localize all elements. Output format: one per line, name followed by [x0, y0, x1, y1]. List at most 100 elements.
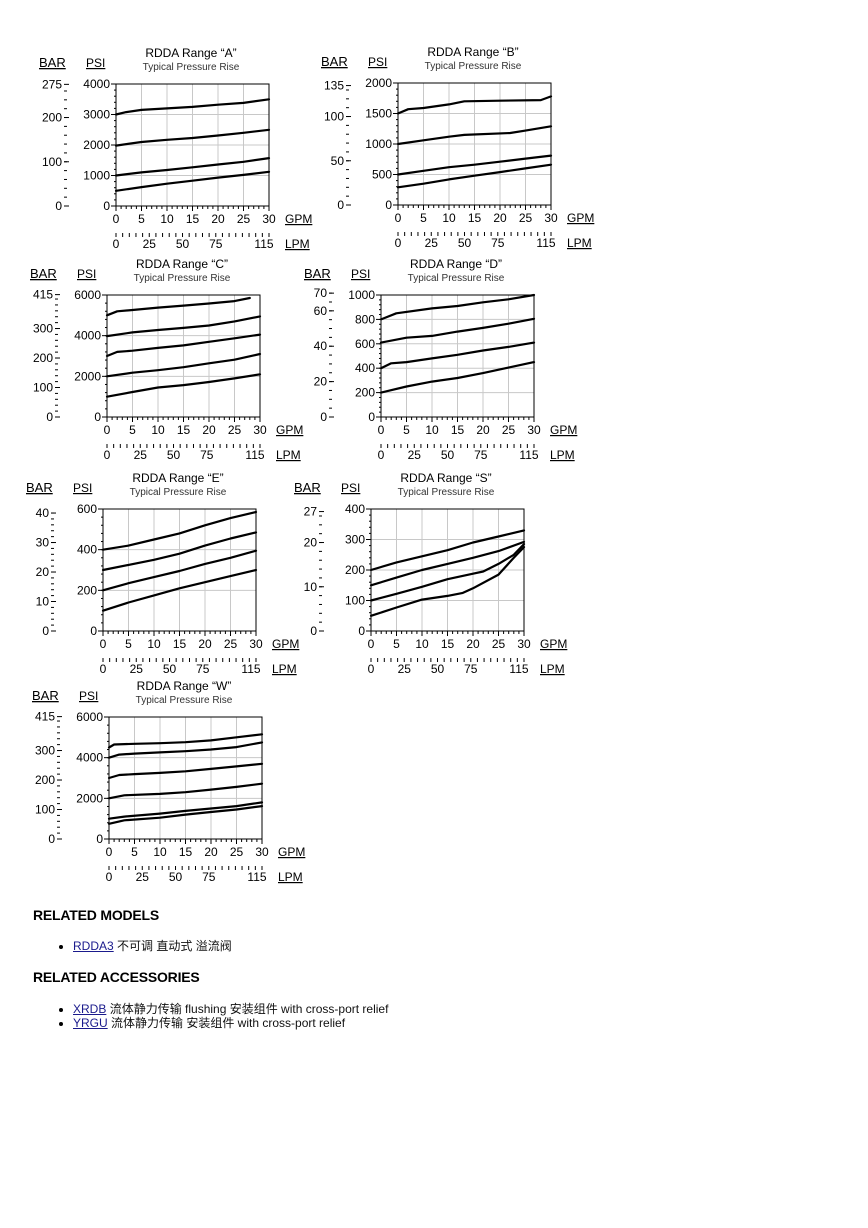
pressure-curve: [101, 531, 258, 572]
gpm-tick-label: 15: [186, 212, 200, 226]
pressure-curve: [369, 543, 526, 602]
gpm-tick-label: 25: [230, 845, 244, 859]
gpm-tick-label: 15: [468, 211, 482, 225]
gpm-axis-label: GPM: [540, 637, 567, 651]
bar-axis-label: BAR: [294, 480, 321, 495]
psi-tick-label: 0: [96, 832, 103, 846]
lpm-tick-label: 75: [196, 662, 210, 676]
gpm-tick-label: 20: [466, 637, 480, 651]
gpm-tick-label: 10: [415, 637, 429, 651]
lpm-axis-label: LPM: [567, 236, 592, 250]
psi-tick-label: 6000: [76, 710, 103, 724]
gpm-tick-label: 25: [228, 423, 242, 437]
lpm-tick-label: 50: [167, 448, 181, 462]
chart-range-e: RDDA Range “E” Typical Pressure Rise BAR PS…: [23, 469, 323, 684]
chart-subtitle: Typical Pressure Rise: [425, 61, 522, 72]
lpm-tick-label: 75: [202, 870, 216, 884]
lpm-tick-label: 75: [464, 662, 478, 676]
gpm-tick-label: 30: [249, 637, 263, 651]
pressure-curve: [107, 762, 264, 780]
psi-tick-label: 4000: [74, 329, 101, 343]
psi-tick-label: 300: [345, 533, 365, 547]
bar-tick-label: 100: [324, 110, 344, 124]
psi-tick-label: 400: [345, 502, 365, 516]
lpm-tick-label: 115: [509, 662, 528, 676]
lpm-tick-label: 0: [395, 236, 402, 250]
chart-title: RDDA Range “W”: [137, 679, 232, 693]
chart-title: RDDA Range “S”: [400, 471, 491, 485]
chart-subtitle: Typical Pressure Rise: [134, 273, 231, 284]
pressure-curve: [396, 154, 553, 176]
gpm-tick-label: 20: [211, 212, 225, 226]
bar-axis-label: BAR: [304, 266, 331, 281]
chart-range-w: RDDA Range “W” Typical Pressure Rise BAR PS…: [29, 677, 329, 892]
bar-tick-label: 300: [35, 744, 55, 758]
bar-tick-label: 415: [35, 710, 55, 724]
pressure-curve: [101, 510, 258, 551]
bar-tick-label: 20: [36, 565, 50, 579]
psi-tick-label: 0: [103, 199, 110, 213]
gpm-tick-label: 5: [138, 212, 145, 226]
bar-tick-label: 200: [42, 111, 62, 125]
bar-axis-label: BAR: [32, 688, 59, 703]
psi-tick-label: 2000: [76, 791, 103, 805]
lpm-tick-label: 115: [241, 662, 260, 676]
chart-svg: RDDA Range “D” Typical Pressure Rise BAR PS…: [304, 257, 577, 462]
pressure-curve: [114, 98, 271, 116]
bar-tick-label: 50: [331, 154, 345, 168]
bar-axis-label: BAR: [321, 54, 348, 69]
lpm-axis-label: LPM: [550, 448, 575, 462]
bar-tick-label: 415: [33, 288, 53, 302]
gpm-tick-label: 20: [493, 211, 507, 225]
lpm-axis-label: LPM: [278, 870, 303, 884]
gpm-tick-label: 5: [131, 845, 138, 859]
gpm-tick-label: 30: [517, 637, 531, 651]
chart-subtitle: Typical Pressure Rise: [398, 487, 495, 498]
gpm-tick-label: 0: [100, 637, 107, 651]
pressure-curve: [105, 315, 262, 338]
gpm-tick-label: 20: [198, 637, 212, 651]
list-item: XRDB 流体静力传输 flushing 安装组件 with cross-por…: [73, 1002, 388, 1016]
psi-axis-label: PSI: [341, 481, 360, 495]
item-description: 流体静力传输 安装组件 with cross-port relief: [111, 1016, 346, 1030]
psi-tick-label: 0: [90, 624, 97, 638]
bar-tick-label: 0: [46, 410, 53, 424]
psi-axis-label: PSI: [351, 267, 370, 281]
chart-title: RDDA Range “C”: [136, 257, 228, 271]
gpm-tick-label: 0: [368, 637, 375, 651]
bar-tick-label: 100: [42, 155, 62, 169]
lpm-tick-label: 0: [100, 662, 107, 676]
gpm-tick-label: 5: [129, 423, 136, 437]
psi-tick-label: 200: [77, 583, 97, 597]
related-model-link[interactable]: RDDA3: [73, 939, 114, 953]
gpm-tick-label: 10: [147, 637, 161, 651]
pressure-curve: [101, 568, 258, 612]
psi-tick-label: 800: [355, 312, 375, 326]
gpm-tick-label: 0: [104, 423, 111, 437]
lpm-axis-label: LPM: [272, 662, 297, 676]
gpm-tick-label: 30: [527, 423, 541, 437]
gpm-tick-label: 0: [113, 212, 120, 226]
chart-subtitle: Typical Pressure Rise: [143, 62, 240, 73]
bar-tick-label: 200: [33, 351, 53, 365]
accessory-link[interactable]: YRGU: [73, 1016, 108, 1030]
lpm-tick-label: 115: [247, 870, 266, 884]
pressure-curve: [396, 125, 553, 146]
gpm-tick-label: 15: [179, 845, 193, 859]
lpm-axis-label: LPM: [276, 448, 301, 462]
chart-subtitle: Typical Pressure Rise: [130, 487, 227, 498]
chart-range-d: RDDA Range “D” Typical Pressure Rise BAR PS…: [301, 255, 601, 470]
accessory-link[interactable]: XRDB: [73, 1002, 107, 1016]
bar-tick-label: 70: [314, 286, 328, 300]
gpm-tick-label: 0: [378, 423, 385, 437]
pressure-curve: [107, 805, 264, 825]
psi-tick-label: 4000: [83, 77, 110, 91]
bar-tick-label: 0: [310, 624, 317, 638]
bar-tick-label: 30: [36, 536, 50, 550]
psi-tick-label: 2000: [74, 369, 101, 383]
pressure-curve: [105, 373, 262, 398]
pressure-curve: [369, 529, 526, 572]
bar-tick-label: 40: [36, 506, 50, 520]
lpm-tick-label: 25: [134, 448, 148, 462]
pressure-curve: [105, 333, 262, 358]
